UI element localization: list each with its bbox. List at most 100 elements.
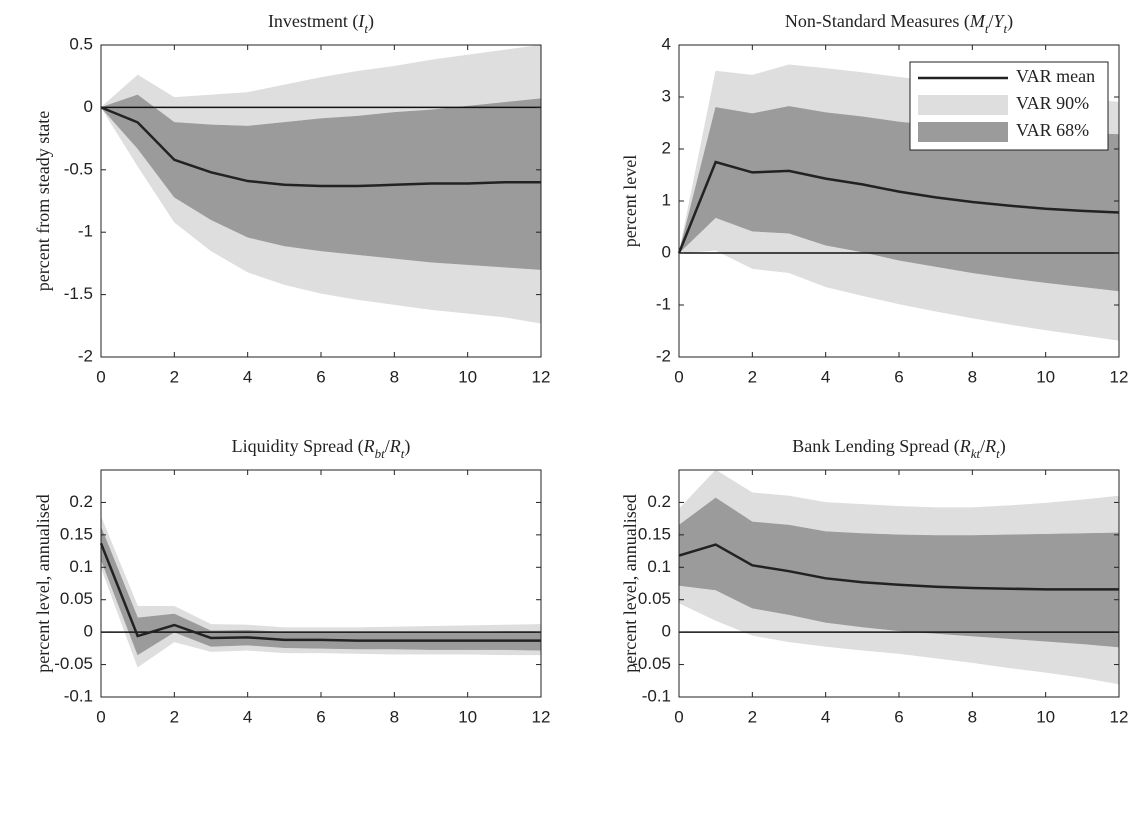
title-part: ) <box>368 11 374 32</box>
y-tick-label: -1.5 <box>64 284 93 303</box>
legend-label: VAR mean <box>1016 66 1095 86</box>
title-part: ) <box>1007 11 1013 32</box>
y-tick-label: -0.1 <box>642 686 671 705</box>
y-tick-label: -0.1 <box>64 686 93 705</box>
y-tick-label: 0.5 <box>69 34 93 53</box>
x-tick-label: 10 <box>458 707 477 726</box>
confidence-band <box>100 526 542 656</box>
y-tick-label: -2 <box>656 346 671 365</box>
y-axis-label: percent level, annualised <box>620 494 640 672</box>
y-tick-label: 0 <box>662 242 671 261</box>
x-tick-label: 8 <box>390 707 399 726</box>
y-tick-label: -0.05 <box>54 654 93 673</box>
panel: -0.1 -0.05 0 0.05 0.1 0.15 0.2 0 2 4 6 8 10 12 Liquidi… <box>33 436 550 726</box>
title-part: R <box>389 436 401 456</box>
title-part: t <box>985 21 989 36</box>
title-part: t <box>364 21 368 36</box>
x-tick-label: 10 <box>458 367 477 386</box>
mean-line <box>678 543 1119 591</box>
mean-line <box>100 106 541 188</box>
y-tick-label: -0.05 <box>632 654 671 673</box>
x-tick-label: 2 <box>748 367 757 386</box>
panel: -2 -1.5 -1 -0.5 0 0.5 0 2 4 6 8 10 12 Investment (It)… <box>33 11 550 386</box>
panel-title: Liquidity Spread (Rbt/Rt) <box>232 436 411 461</box>
x-tick-label: 4 <box>821 367 830 386</box>
x-tick-label: 6 <box>894 367 903 386</box>
y-tick-label: 0 <box>84 622 93 641</box>
y-tick-label: -0.5 <box>64 159 93 178</box>
title-part: Bank Lending Spread ( <box>792 436 959 457</box>
y-axis-label: percent from steady state <box>33 111 53 291</box>
x-tick-label: 2 <box>170 367 179 386</box>
x-tick-label: 4 <box>243 367 252 386</box>
panel-title: Bank Lending Spread (Rkt/Rt) <box>792 436 1006 461</box>
y-tick-label: 0.1 <box>69 557 93 576</box>
y-tick-label: 0.1 <box>647 557 671 576</box>
legend-swatch <box>918 122 1008 142</box>
x-tick-label: 4 <box>821 707 830 726</box>
x-tick-label: 6 <box>316 367 325 386</box>
mean-line <box>677 160 1120 254</box>
title-part: R <box>959 436 971 456</box>
x-tick-label: 12 <box>532 367 551 386</box>
y-tick-label: -1 <box>78 222 93 241</box>
y-tick-label: 0.05 <box>60 589 93 608</box>
y-tick-label: 0 <box>84 97 93 116</box>
x-tick-label: 0 <box>96 707 105 726</box>
x-tick-label: 4 <box>243 707 252 726</box>
x-tick-label: 0 <box>674 367 683 386</box>
title-part: / <box>385 436 390 456</box>
legend: VAR mean VAR 90% VAR 68% <box>909 61 1109 151</box>
x-tick-label: 0 <box>96 367 105 386</box>
title-part: / <box>988 11 993 31</box>
panel: -0.1 -0.05 0 0.05 0.1 0.15 0.2 0 2 4 6 8 10 12 Bank Le… <box>620 436 1128 726</box>
x-tick-label: 12 <box>1110 707 1129 726</box>
x-tick-label: 2 <box>748 707 757 726</box>
title-part: ) <box>1000 436 1006 457</box>
y-axis-label: percent level <box>620 155 640 247</box>
y-tick-label: 2 <box>662 138 671 157</box>
title-part: kt <box>971 446 981 461</box>
x-tick-label: 0 <box>674 707 683 726</box>
title-part: ) <box>404 436 410 457</box>
title-part: Y <box>993 11 1005 31</box>
title-part: t <box>401 446 405 461</box>
y-axis-label: percent level, annualised <box>33 494 53 672</box>
y-tick-label: -2 <box>78 346 93 365</box>
legend-label: VAR 90% <box>1016 93 1089 113</box>
mean-line <box>99 542 541 642</box>
y-tick-label: 0.05 <box>638 589 671 608</box>
y-tick-label: 3 <box>662 86 671 105</box>
y-tick-label: 0.15 <box>638 524 671 543</box>
x-tick-label: 12 <box>1110 367 1129 386</box>
panel-title: Investment (It) <box>268 11 374 36</box>
title-part: bt <box>375 446 386 461</box>
panel-title: Non-Standard Measures (Mt/Yt) <box>785 11 1013 36</box>
x-tick-label: 12 <box>532 707 551 726</box>
title-part: I <box>357 11 365 31</box>
x-tick-label: 8 <box>390 367 399 386</box>
axes-box <box>100 469 542 698</box>
x-tick-label: 10 <box>1036 707 1055 726</box>
title-part: R <box>363 436 375 456</box>
title-part: M <box>969 11 986 31</box>
x-tick-label: 6 <box>316 707 325 726</box>
x-tick-label: 2 <box>170 707 179 726</box>
x-tick-label: 8 <box>968 367 977 386</box>
title-part: Non-Standard Measures ( <box>785 11 970 32</box>
title-part: R <box>984 436 996 456</box>
legend-swatch <box>918 95 1008 115</box>
x-tick-label: 10 <box>1036 367 1055 386</box>
x-tick-label: 8 <box>968 707 977 726</box>
title-part: / <box>980 436 985 456</box>
title-part: Investment ( <box>268 11 358 32</box>
title-part: Liquidity Spread ( <box>232 436 364 457</box>
y-tick-label: 0.15 <box>60 524 93 543</box>
y-tick-label: -1 <box>656 294 671 313</box>
y-tick-label: 0.2 <box>69 492 93 511</box>
legend-label: VAR 68% <box>1016 120 1089 140</box>
title-part: t <box>1003 21 1007 36</box>
